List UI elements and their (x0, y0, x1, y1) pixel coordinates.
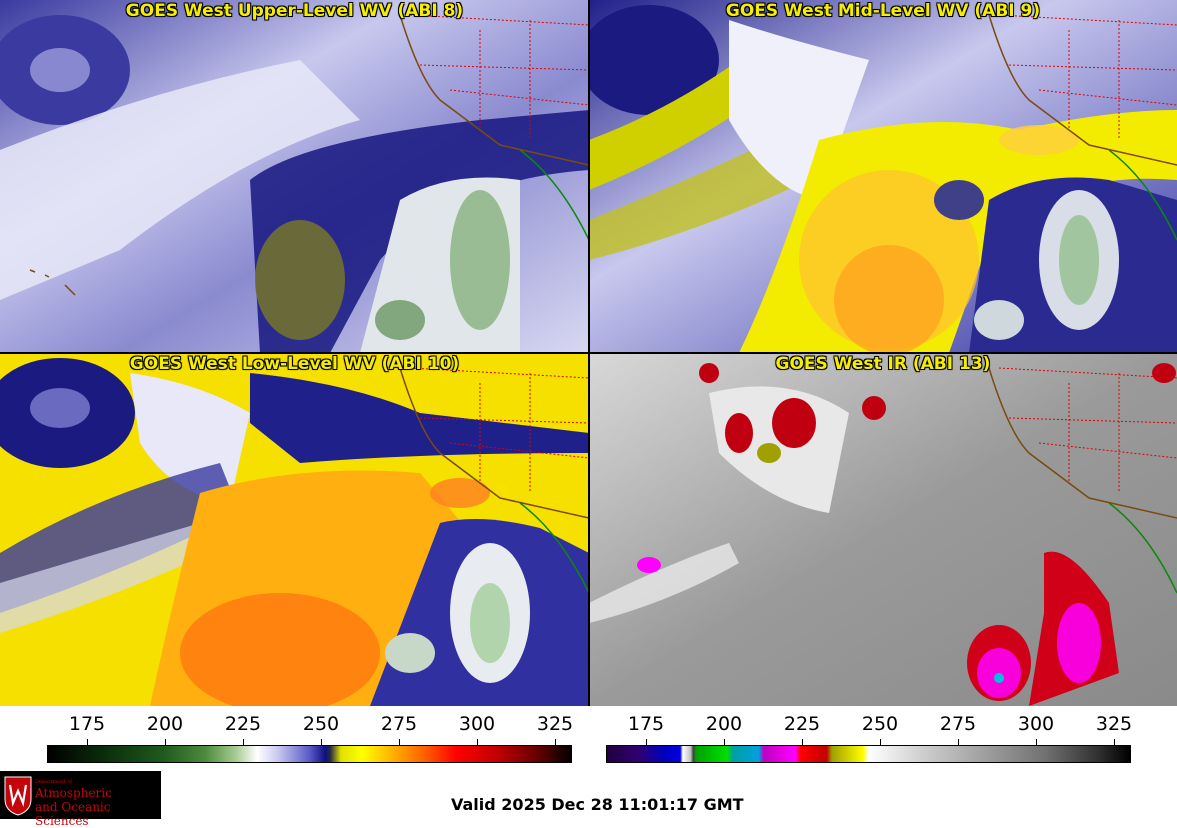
panel-title: GOES West Low-Level WV (ABI 10) (129, 354, 460, 374)
tick-label: 175 (627, 713, 665, 735)
logo-line1: Atmospheric (35, 786, 112, 800)
tick-mark (958, 739, 959, 745)
tick-label: 225 (224, 713, 262, 735)
panel-title: GOES West Upper-Level WV (ABI 8) (125, 1, 464, 21)
tick-mark (399, 739, 400, 745)
tick-mark (87, 739, 88, 745)
tick-label: 325 (536, 713, 574, 735)
tick-mark (321, 739, 322, 745)
ir-image (589, 353, 1177, 706)
tick-label: 275 (380, 713, 418, 735)
tick-mark (802, 739, 803, 745)
ir-panel: GOES West IR (ABI 13) (589, 353, 1177, 706)
mid-level-wv-panel: GOES West Mid-Level WV (ABI 9) (589, 0, 1177, 353)
upper-level-wv-image (0, 0, 589, 353)
tick-mark (165, 739, 166, 745)
low-level-wv-panel: GOES West Low-Level WV (ABI 10) (0, 353, 589, 706)
tick-label: 275 (939, 713, 977, 735)
tick-label: 175 (68, 713, 106, 735)
ir-colorbar (606, 745, 1131, 763)
tick-label: 250 (302, 713, 340, 735)
valid-time: Valid 2025 Dec 28 11:01:17 GMT (451, 795, 744, 814)
mid-level-wv-image (589, 0, 1177, 353)
panel-divider-horizontal (0, 352, 1177, 354)
tick-label: 250 (861, 713, 899, 735)
panel-title: GOES West Mid-Level WV (ABI 9) (725, 1, 1041, 21)
tick-label: 325 (1095, 713, 1133, 735)
uw-crest-icon (4, 776, 32, 816)
tick-label: 200 (146, 713, 184, 735)
tick-label: 300 (458, 713, 496, 735)
tick-label: 300 (1017, 713, 1055, 735)
tick-mark (724, 739, 725, 745)
aos-logo: Department of Atmospheric and Oceanic Sc… (0, 771, 161, 828)
tick-mark (477, 739, 478, 745)
tick-mark (243, 739, 244, 745)
upper-level-wv-panel: GOES West Upper-Level WV (ABI 8) (0, 0, 589, 353)
tick-mark (646, 739, 647, 745)
tick-mark (880, 739, 881, 745)
wv-colorbar (47, 745, 572, 763)
low-level-wv-image (0, 353, 589, 706)
panel-title: GOES West IR (ABI 13) (775, 354, 991, 374)
tick-label: 200 (705, 713, 743, 735)
logo-dept-text: Department of (35, 779, 72, 785)
tick-mark (1036, 739, 1037, 745)
tick-mark (1114, 739, 1115, 745)
logo-line2: and Oceanic Sciences (35, 800, 111, 828)
tick-label: 225 (783, 713, 821, 735)
tick-mark (555, 739, 556, 745)
